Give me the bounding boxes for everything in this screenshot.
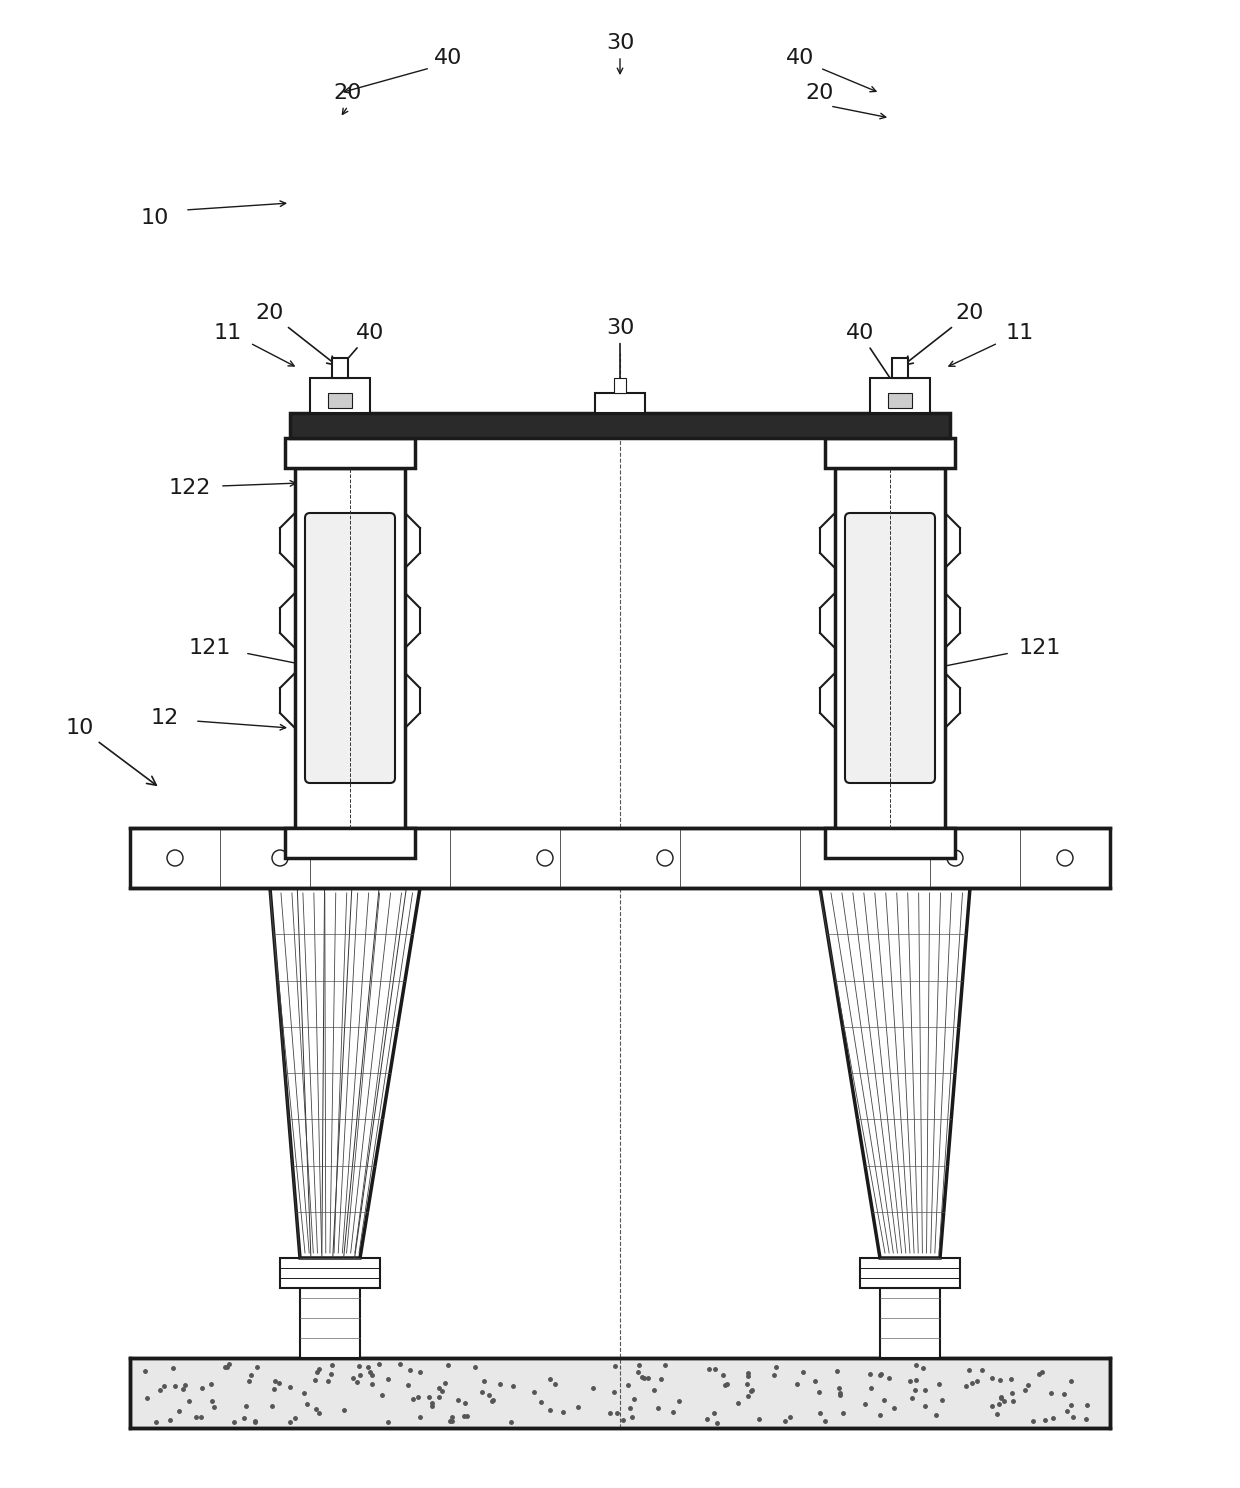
Circle shape — [657, 850, 673, 866]
Text: 40: 40 — [434, 48, 463, 68]
Bar — [300, 1289, 360, 1359]
Circle shape — [272, 850, 288, 866]
Polygon shape — [820, 888, 970, 1257]
Text: 11: 11 — [213, 323, 242, 344]
Text: 20: 20 — [904, 304, 985, 365]
Bar — [880, 1289, 940, 1359]
Text: 11: 11 — [1006, 323, 1034, 344]
Text: 40: 40 — [846, 323, 898, 390]
Bar — [892, 359, 908, 378]
Text: 122: 122 — [169, 478, 211, 498]
FancyBboxPatch shape — [305, 513, 396, 783]
Circle shape — [1056, 850, 1073, 866]
Bar — [280, 1257, 379, 1289]
Bar — [329, 393, 352, 408]
Polygon shape — [270, 888, 420, 1257]
Text: 12: 12 — [151, 708, 179, 728]
Text: 121: 121 — [1019, 638, 1061, 658]
Bar — [295, 469, 405, 827]
Text: 10: 10 — [66, 719, 156, 786]
Bar — [888, 393, 911, 408]
Bar — [825, 437, 955, 469]
FancyBboxPatch shape — [844, 513, 935, 783]
Bar — [870, 378, 930, 414]
Bar — [835, 469, 945, 827]
Text: 30: 30 — [606, 33, 634, 54]
Circle shape — [947, 850, 963, 866]
Text: 121: 121 — [188, 638, 231, 658]
Text: 20: 20 — [334, 83, 362, 103]
Text: 10: 10 — [141, 208, 169, 228]
Bar — [614, 378, 626, 393]
Text: 30: 30 — [606, 318, 634, 390]
Bar — [290, 414, 950, 437]
Circle shape — [537, 850, 553, 866]
Bar — [130, 1359, 1110, 1428]
Text: 40: 40 — [321, 323, 384, 390]
Bar — [130, 827, 1110, 888]
Bar — [332, 359, 348, 378]
Text: 20: 20 — [255, 304, 336, 365]
Text: 40: 40 — [786, 48, 815, 68]
Bar — [285, 827, 415, 859]
Bar — [595, 393, 645, 414]
Bar — [861, 1257, 960, 1289]
Bar — [310, 378, 370, 414]
Bar — [825, 827, 955, 859]
Circle shape — [167, 850, 184, 866]
Text: 20: 20 — [806, 83, 835, 103]
Bar — [285, 437, 415, 469]
